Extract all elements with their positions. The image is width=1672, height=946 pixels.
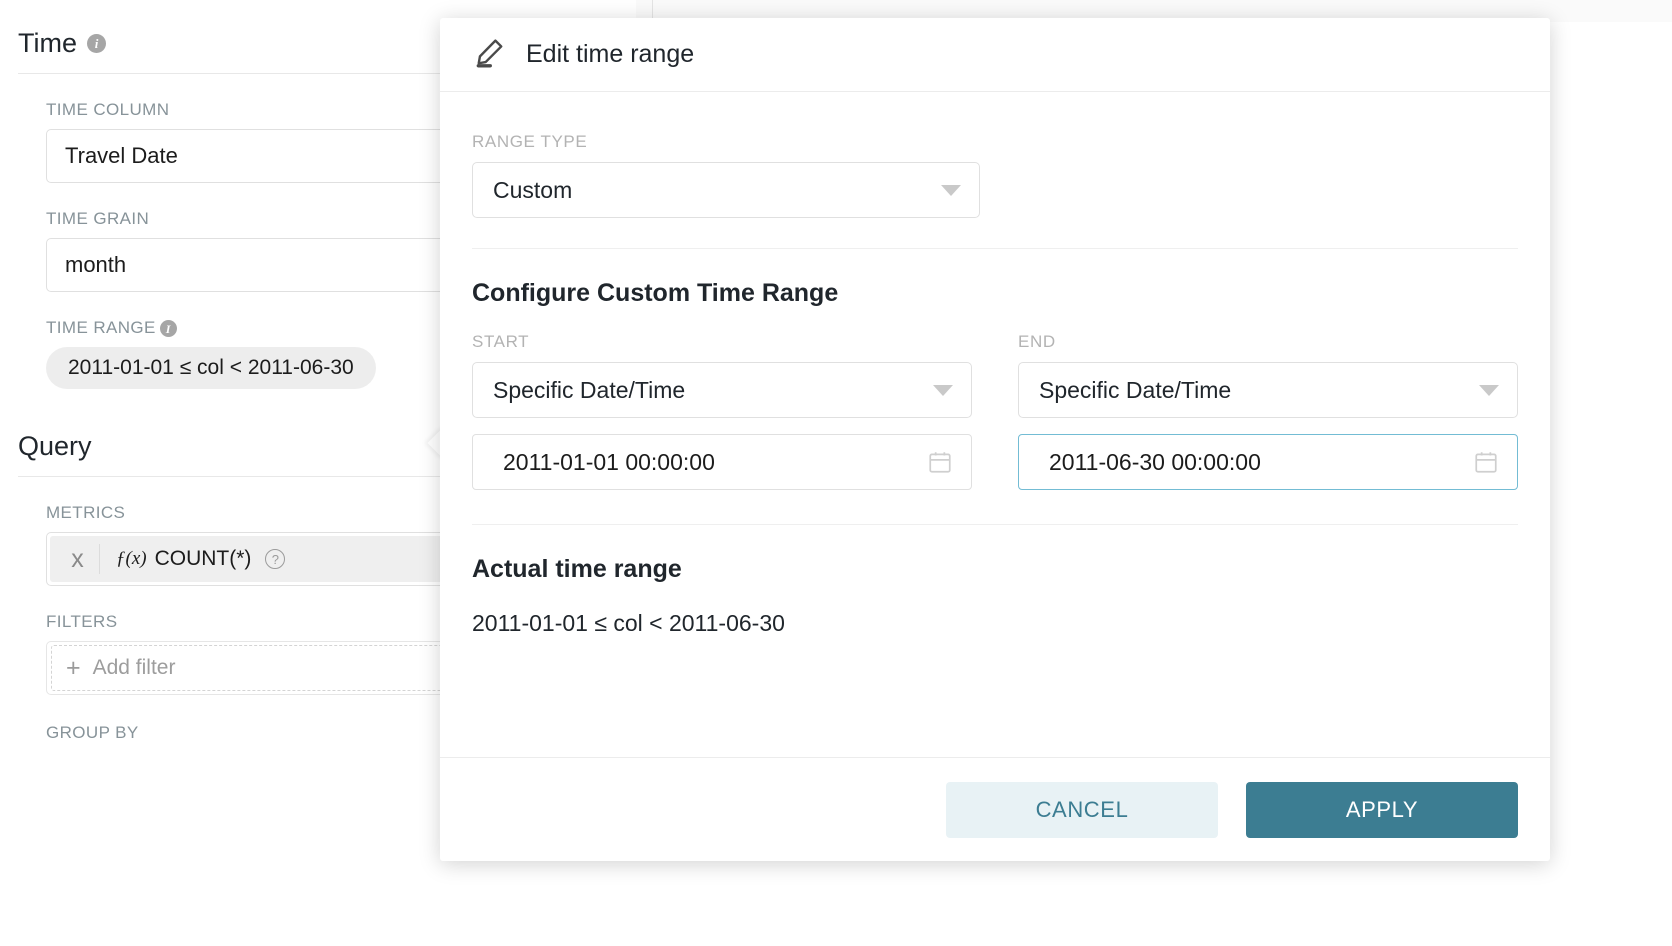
end-datetime-value: 2011-06-30 00:00:00 (1049, 448, 1261, 475)
cancel-button[interactable]: CANCEL (946, 781, 1218, 838)
start-datetime-value: 2011-01-01 00:00:00 (503, 448, 715, 475)
info-icon[interactable]: i (87, 34, 106, 53)
time-range-label: TIME RANGE i (46, 318, 636, 338)
time-range-field: TIME RANGE i 2011-01-01 ≤ col < 2011-06-3… (0, 318, 636, 389)
add-filter-button[interactable]: + Add filter (51, 645, 651, 691)
chevron-down-icon (941, 184, 961, 196)
query-section-divider (18, 476, 618, 477)
actual-time-range-heading: Actual time range (472, 555, 682, 583)
section-divider (18, 73, 618, 74)
start-mode-select[interactable]: Specific Date/Time (472, 362, 972, 418)
configure-heading: Configure Custom Time Range (472, 279, 839, 307)
apply-button[interactable]: APPLY (1246, 781, 1518, 838)
time-range-pill[interactable]: 2011-01-01 ≤ col < 2011-06-30 (46, 347, 376, 389)
time-column-value: Travel Date (65, 143, 178, 168)
end-column: END Specific Date/Time 2011-06-30 00:00:… (1018, 332, 1518, 490)
range-type-select[interactable]: Custom (472, 162, 980, 218)
modal-footer: CANCEL APPLY (440, 757, 1550, 861)
actual-time-range-value: 2011-01-01 ≤ col < 2011-06-30 (472, 610, 785, 636)
time-section-title: Time (18, 28, 77, 58)
start-label: START (472, 332, 530, 351)
pencil-icon (472, 34, 508, 75)
end-datetime-input[interactable]: 2011-06-30 00:00:00 (1018, 434, 1518, 490)
modal-header: Edit time range (440, 18, 1550, 92)
modal-title: Edit time range (526, 40, 695, 68)
help-icon[interactable]: ? (265, 549, 286, 569)
end-label: END (1018, 332, 1056, 351)
calendar-icon[interactable] (1473, 449, 1499, 475)
divider-2 (472, 524, 1518, 525)
divider-1 (472, 248, 1518, 249)
add-filter-label: Add filter (92, 656, 176, 679)
metric-chip-label: COUNT(*) (154, 547, 252, 570)
end-mode-value: Specific Date/Time (1039, 376, 1232, 403)
start-mode-value: Specific Date/Time (493, 376, 686, 403)
metrics-label: METRICS (46, 503, 126, 522)
time-grain-value: month (65, 252, 127, 277)
filters-label: FILTERS (46, 612, 118, 631)
function-icon: ƒ(x) (116, 548, 147, 569)
end-mode-select[interactable]: Specific Date/Time (1018, 362, 1518, 418)
time-section-header: Time i (0, 0, 636, 59)
edit-time-range-modal: Edit time range RANGE TYPE Custom Config… (440, 18, 1550, 861)
close-icon[interactable]: x (56, 544, 100, 574)
start-column: START Specific Date/Time 2011-01-01 00:0… (472, 332, 972, 490)
time-grain-label: TIME GRAIN (46, 209, 150, 228)
modal-body: RANGE TYPE Custom Configure Custom Time … (440, 92, 1550, 757)
chevron-down-icon (933, 384, 953, 396)
group-by-label: GROUP BY (46, 723, 139, 742)
query-section-title: Query (18, 431, 92, 461)
time-column-label: TIME COLUMN (46, 100, 170, 119)
time-range-label-text: TIME RANGE (46, 318, 156, 337)
plus-icon: + (66, 653, 81, 682)
time-range-value: 2011-01-01 ≤ col < 2011-06-30 (68, 356, 354, 379)
chevron-down-icon (1479, 384, 1499, 396)
calendar-icon[interactable] (927, 449, 953, 475)
range-type-value: Custom (493, 176, 573, 203)
range-type-label: RANGE TYPE (472, 132, 588, 151)
start-end-columns: START Specific Date/Time 2011-01-01 00:0… (472, 332, 1518, 490)
time-range-info-icon[interactable]: i (159, 320, 177, 338)
query-section-header: Query (0, 389, 636, 462)
start-datetime-input[interactable]: 2011-01-01 00:00:00 (472, 434, 972, 490)
